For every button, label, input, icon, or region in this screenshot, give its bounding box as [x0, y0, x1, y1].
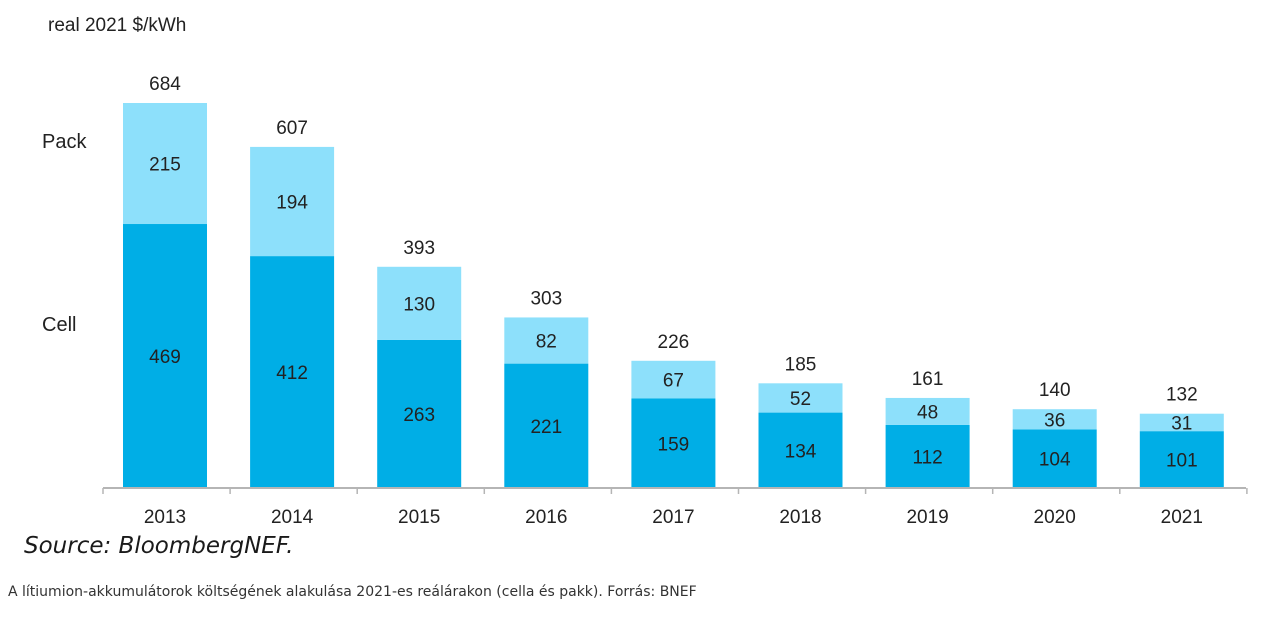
data-label-pack-2016: 82 [536, 332, 557, 353]
data-label-total-2017: 226 [658, 332, 690, 353]
bar-pack-2018 [758, 383, 843, 413]
image-caption: A lítiumion-akkumulátorok költségének al… [8, 584, 697, 600]
data-label-cell-2015: 263 [403, 405, 435, 426]
data-label-pack-2020: 36 [1044, 410, 1065, 431]
x-tick-label-2016: 2016 [525, 507, 567, 528]
x-axis: 2013 2014 2015 2016 2017 2018 2019 2020 2021 [102, 487, 1248, 528]
bar-cell-2018 [758, 412, 843, 488]
bar-pack-2013 [123, 103, 207, 225]
data-label-total-2018: 185 [785, 354, 817, 375]
bar-pack-2020 [1012, 409, 1097, 430]
data-label-cell-2016: 221 [530, 417, 562, 438]
legend-label-pack: Pack [42, 131, 87, 153]
x-tick-label-2020: 2020 [1034, 507, 1076, 528]
bar-cell-2020 [1012, 429, 1097, 488]
bar-pack-2015 [377, 266, 462, 340]
data-label-cell-2020: 104 [1039, 450, 1071, 471]
data-label-total-2021: 132 [1166, 385, 1198, 406]
data-label-cell-2019: 112 [912, 447, 942, 468]
data-label-cell-2021: 101 [1166, 451, 1198, 472]
legend-label-cell: Cell [42, 314, 76, 336]
bar-pack-2021 [1139, 413, 1224, 432]
bar-pack-2016 [504, 317, 589, 364]
data-label-total-2015: 393 [403, 238, 435, 259]
x-tick-label-2019: 2019 [906, 507, 948, 528]
bar-cell-2014 [250, 256, 335, 488]
data-label-pack-2014: 194 [276, 193, 308, 214]
chart-area: real 2021 $/kWh Pack Cell 469 215 684 412 19… [42, 15, 1248, 528]
bar-cell-2013 [123, 224, 207, 488]
data-label-cell-2013: 469 [149, 347, 181, 368]
x-tick-label-2018: 2018 [779, 507, 821, 528]
x-tick-label-2021: 2021 [1161, 507, 1203, 528]
bar-pack-2019 [885, 397, 970, 425]
data-label-cell-2017: 159 [658, 434, 690, 455]
data-label-total-2013: 684 [149, 74, 181, 95]
data-label-pack-2015: 130 [403, 294, 435, 315]
bar-pack-2014 [250, 146, 335, 257]
data-label-cell-2018: 134 [785, 441, 817, 462]
data-label-pack-2021: 31 [1171, 413, 1192, 434]
data-label-total-2019: 161 [912, 369, 944, 390]
data-label-total-2014: 607 [276, 118, 308, 139]
chart-source: Source: BloombergNEF. [24, 533, 294, 559]
bars-layer: 469 215 684 412 194 607 263 130 393 221 82 303 159 67… [123, 74, 1224, 488]
data-label-total-2016: 303 [530, 288, 562, 309]
bar-cell-2019 [885, 424, 970, 488]
x-tick-label-2013: 2013 [144, 507, 186, 528]
x-tick-label-2015: 2015 [398, 507, 440, 528]
bar-cell-2021 [1139, 431, 1224, 488]
stacked-bar-chart: real 2021 $/kWh Pack Cell 469 215 684 412 19… [42, 15, 1248, 528]
bar-pack-2017 [631, 360, 716, 399]
data-label-pack-2019: 48 [917, 402, 938, 423]
data-label-pack-2018: 52 [790, 389, 811, 410]
x-tick-label-2014: 2014 [271, 507, 314, 528]
data-label-cell-2014: 412 [276, 363, 308, 384]
bar-cell-2016 [504, 363, 589, 488]
data-label-pack-2013: 215 [149, 155, 181, 176]
data-label-pack-2017: 67 [663, 371, 684, 392]
data-label-total-2020: 140 [1039, 380, 1071, 401]
bar-cell-2017 [631, 398, 716, 488]
x-tick-label-2017: 2017 [652, 507, 694, 528]
bar-cell-2015 [377, 339, 462, 488]
y-axis-label: real 2021 $/kWh [48, 15, 186, 36]
